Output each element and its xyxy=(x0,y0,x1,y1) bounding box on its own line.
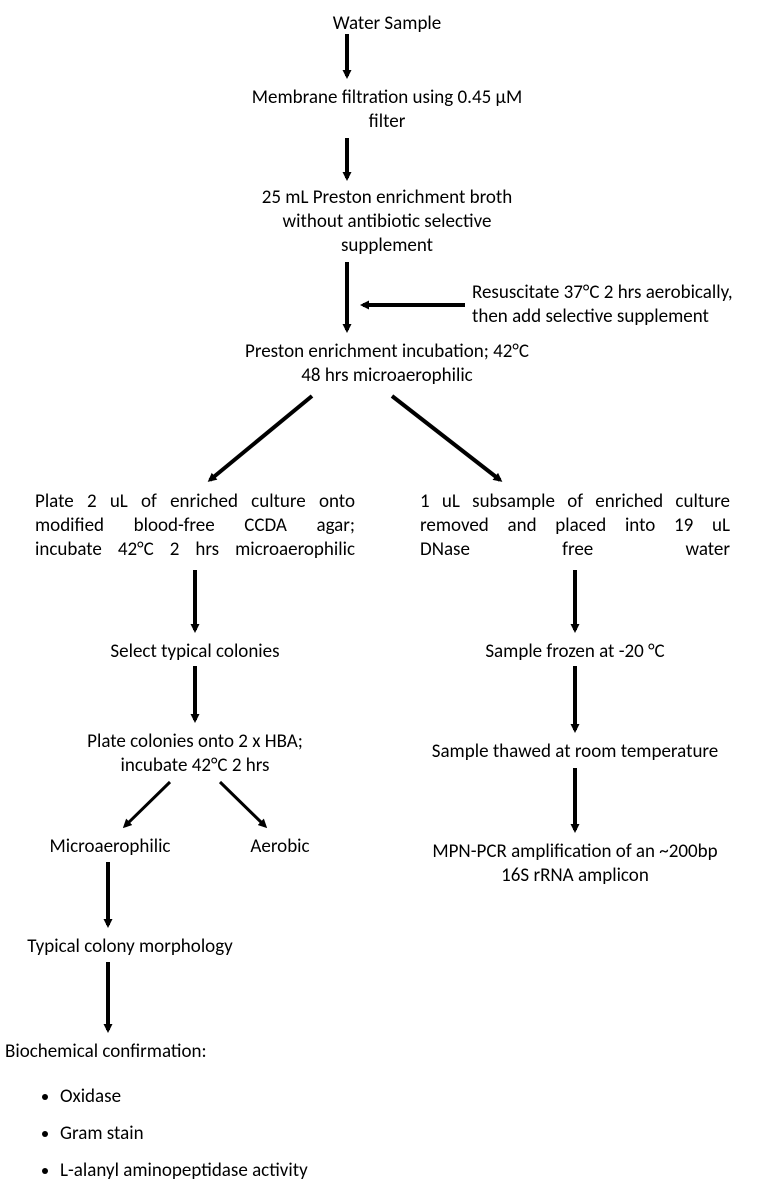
arrow-layer xyxy=(0,0,775,1191)
node-sample-frozen: Sample frozen at -20 °C xyxy=(445,640,705,664)
node-biochem-header: Biochemical confirmation: xyxy=(5,1040,285,1064)
node-aerobic: Aerobic xyxy=(220,835,340,859)
arrow-a10l xyxy=(125,782,170,826)
node-sample-thawed: Sample thawed at room temperature xyxy=(405,740,745,764)
node-plate-ccda: Plate 2 uL of enriched culture onto modi… xyxy=(35,490,355,561)
node-microaerophilic: Microaerophilic xyxy=(20,835,200,859)
arrow-a10r xyxy=(220,782,265,826)
arrow-a5r xyxy=(392,396,500,480)
node-membrane-filtration: Membrane filtration using 0.45 µM filter xyxy=(222,86,552,134)
node-colony-morphology: Typical colony morphology xyxy=(0,935,260,959)
biochem-bullet-item: Gram stain xyxy=(60,1122,308,1145)
biochem-bullet-item: Oxidase xyxy=(60,1085,308,1108)
node-preston-incubation: Preston enrichment incubation; 42°C 48 h… xyxy=(212,340,562,388)
node-select-colonies: Select typical colonies xyxy=(65,640,325,664)
node-resuscitate: Resuscitate 37°C 2 hrs aerobically, then… xyxy=(472,281,772,329)
node-plate-hba: Plate colonies onto 2 x HBA; incubate 42… xyxy=(45,730,345,778)
node-subsample: 1 uL subsample of enriched culture remov… xyxy=(420,490,730,561)
node-water-sample: Water Sample xyxy=(287,12,487,36)
arrow-a5l xyxy=(210,396,312,480)
node-mpn-pcr: MPN-PCR amplification of an ~200bp 16S r… xyxy=(405,840,745,888)
node-preston-broth: 25 mL Preston enrichment broth without a… xyxy=(222,186,552,257)
biochem-bullet-list: Oxidase Gram stain L-alanyl aminopeptidase… xyxy=(30,1085,308,1196)
biochem-bullet-item: L-alanyl aminopeptidase activity xyxy=(60,1159,308,1182)
